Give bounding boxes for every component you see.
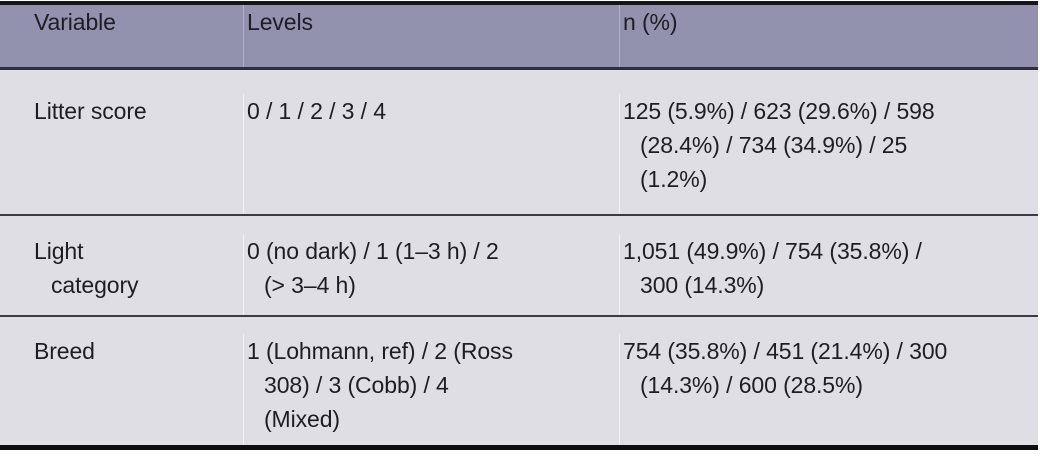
column-header-label: Levels [247, 9, 313, 35]
cell-text: 125 (5.9%) / 623 (29.6%) / 598 (28.4%) /… [623, 98, 935, 192]
cell-n: 1,051 (49.9%) / 754 (35.8%) / 300 (14.3%… [619, 234, 1038, 315]
column-header-n-percent: n (%) [619, 5, 1038, 67]
cell-text: 1,051 (49.9%) / 754 (35.8%) / 300 (14.3%… [623, 238, 922, 298]
cell-text: 0 / 1 / 2 / 3 / 4 [247, 98, 386, 124]
column-header-label: Variable [34, 9, 116, 35]
cell-levels: 1 (Lohmann, ref) / 2 (Ross 308) / 3 (Cob… [243, 334, 619, 445]
cell-text: 1 (Lohmann, ref) / 2 (Ross 308) / 3 (Cob… [247, 338, 513, 432]
cell-text: Breed [34, 338, 95, 364]
table-row: Light category 0 (no dark) / 1 (1–3 h) / … [0, 214, 1038, 315]
cell-variable: Light category [0, 234, 243, 315]
cell-variable: Litter score [0, 94, 243, 214]
table-row: Breed 1 (Lohmann, ref) / 2 (Ross 308) / 3… [0, 315, 1038, 445]
variables-summary-table: Variable Levels n (%) Litter score 0 / 1 … [0, 1, 1038, 450]
column-header-variable: Variable [0, 5, 243, 67]
cell-variable: Breed [0, 334, 243, 445]
cell-text: 754 (35.8%) / 451 (21.4%) / 300 (14.3%) … [623, 338, 948, 398]
table-header-row: Variable Levels n (%) [0, 5, 1038, 70]
cell-text: Litter score [34, 98, 147, 124]
column-header-levels: Levels [243, 5, 619, 67]
cell-levels: 0 (no dark) / 1 (1–3 h) / 2 (> 3–4 h) [243, 234, 619, 315]
cell-n: 754 (35.8%) / 451 (21.4%) / 300 (14.3%) … [619, 334, 1038, 445]
table-wrap: Variable Levels n (%) Litter score 0 / 1 … [0, 1, 1038, 450]
cell-n: 125 (5.9%) / 623 (29.6%) / 598 (28.4%) /… [619, 94, 1038, 214]
table-body: Litter score 0 / 1 / 2 / 3 / 4 125 (5.9%) … [0, 70, 1038, 445]
cell-levels: 0 / 1 / 2 / 3 / 4 [243, 94, 619, 214]
cell-text: 0 (no dark) / 1 (1–3 h) / 2 (> 3–4 h) [247, 238, 499, 298]
column-header-label: n (%) [623, 9, 678, 35]
table-row: Litter score 0 / 1 / 2 / 3 / 4 125 (5.9%) … [0, 70, 1038, 214]
cell-text: Light category [34, 238, 139, 298]
